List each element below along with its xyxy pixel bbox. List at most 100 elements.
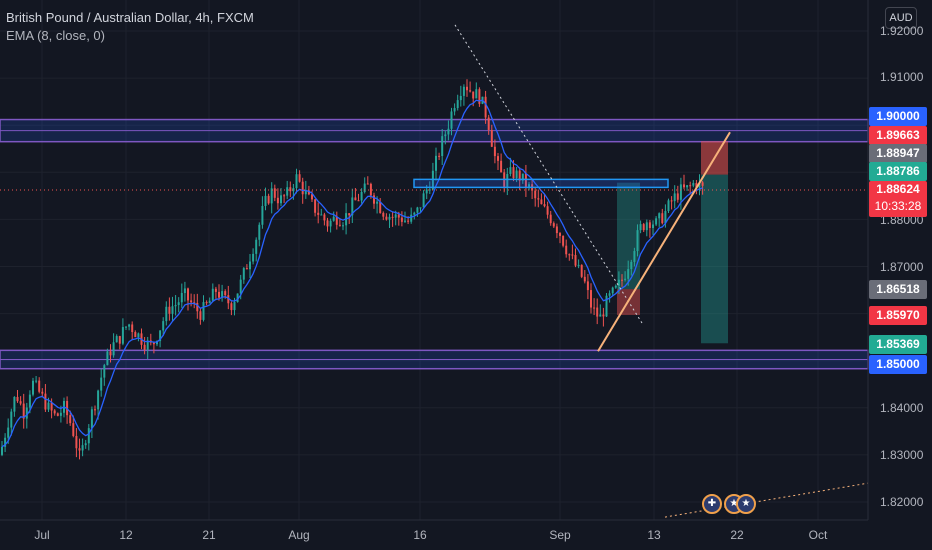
candle-body <box>13 396 16 412</box>
candle-body <box>540 199 543 205</box>
candle-body <box>648 222 651 229</box>
candle-body <box>407 220 410 222</box>
candle-body <box>404 220 406 222</box>
candle-body <box>103 365 106 378</box>
candle-body <box>53 410 56 414</box>
candle-body <box>264 195 267 207</box>
candle-body <box>438 155 441 157</box>
x-tick-label: Jul <box>34 528 50 542</box>
horizontal-zones <box>0 118 869 370</box>
candle-body <box>701 182 704 186</box>
candle-body <box>645 222 648 231</box>
price-tag-target: 1.88786 <box>869 162 927 181</box>
candle-body <box>121 327 124 344</box>
price-tag-entry: 1.88947 <box>869 144 927 163</box>
candle-body <box>118 336 121 344</box>
candle-body <box>574 255 577 266</box>
candle-body <box>41 391 44 394</box>
candle-body <box>137 333 140 338</box>
y-tick-label: 1.87000 <box>880 260 924 274</box>
candle-body <box>190 300 193 303</box>
candle-body <box>475 89 478 99</box>
candle-body <box>236 293 239 303</box>
candle-body <box>270 188 273 204</box>
candle-body <box>512 167 515 179</box>
candle-body <box>249 261 251 270</box>
candle-body <box>326 220 329 227</box>
candle-body <box>636 230 639 252</box>
price-tag-entry: 1.86518 <box>869 280 927 299</box>
candle-body <box>19 401 22 404</box>
uk-flag-icon[interactable]: ✚ <box>702 494 722 514</box>
candle-body <box>115 336 118 343</box>
candle-body <box>332 216 335 221</box>
candle-body <box>670 200 673 202</box>
candle-body <box>180 293 183 303</box>
ema-line <box>1 99 703 448</box>
candle-body <box>543 204 546 207</box>
x-tick-label: Aug <box>288 528 310 542</box>
candle-body <box>664 211 667 224</box>
candle-body <box>50 402 53 411</box>
candle-body <box>394 214 397 218</box>
candle-body <box>280 195 282 204</box>
candle-body <box>506 173 509 188</box>
candle-body <box>642 224 645 231</box>
candle-body <box>466 86 468 91</box>
candle-body <box>661 213 664 224</box>
candle-body <box>599 314 602 317</box>
candle-body <box>239 279 242 294</box>
candle-body <box>298 174 301 182</box>
candle-body <box>552 223 555 227</box>
candle-body <box>537 198 540 200</box>
candle-body <box>320 214 323 216</box>
candle-body <box>500 160 503 173</box>
candle-body <box>469 90 472 92</box>
candle-body <box>652 224 654 229</box>
candle-body <box>258 224 261 240</box>
candle-body <box>162 321 165 331</box>
candle-body <box>611 287 614 294</box>
candle-body <box>165 306 168 322</box>
candle-body <box>146 340 149 350</box>
candle-body <box>351 197 354 216</box>
candle-body <box>416 207 419 213</box>
candle-body <box>75 435 78 449</box>
candle-body <box>549 214 552 224</box>
drawings <box>0 24 869 518</box>
candle-body <box>35 380 38 382</box>
candle-body <box>338 224 341 226</box>
candle-body <box>624 278 627 280</box>
ema-indicator-label[interactable]: EMA (8, close, 0) <box>6 28 105 43</box>
candle-body <box>450 111 453 129</box>
candle-body <box>267 195 270 204</box>
candle-body <box>134 332 137 338</box>
x-tick-label: 21 <box>202 528 216 542</box>
ascending-trendline <box>597 131 731 352</box>
candle-body <box>171 306 174 314</box>
candle-body <box>301 181 304 195</box>
candle-body <box>81 445 84 451</box>
currency-button[interactable]: AUD <box>885 7 917 29</box>
candle-body <box>633 251 636 262</box>
symbol-title[interactable]: British Pound / Australian Dollar, 4h, F… <box>6 10 254 25</box>
au-flag-icon[interactable]: ★ <box>736 494 756 514</box>
candle-body <box>221 291 224 298</box>
candle-body <box>44 393 47 410</box>
candle-body <box>273 188 276 198</box>
candle-body <box>602 314 605 317</box>
candle-body <box>586 281 589 291</box>
candle-body <box>679 184 682 200</box>
candle-body <box>363 183 366 192</box>
candle-body <box>431 170 434 190</box>
descending-trendline <box>454 24 643 324</box>
candle-body <box>524 173 527 187</box>
candle-body <box>369 183 372 196</box>
y-tick-label: 1.91000 <box>880 70 924 84</box>
candle-body <box>497 156 499 161</box>
price-tag-stop: 1.89663 <box>869 126 927 145</box>
candle-body <box>323 214 326 221</box>
x-tick-label: 16 <box>413 528 427 542</box>
x-tick-label: 12 <box>119 528 133 542</box>
